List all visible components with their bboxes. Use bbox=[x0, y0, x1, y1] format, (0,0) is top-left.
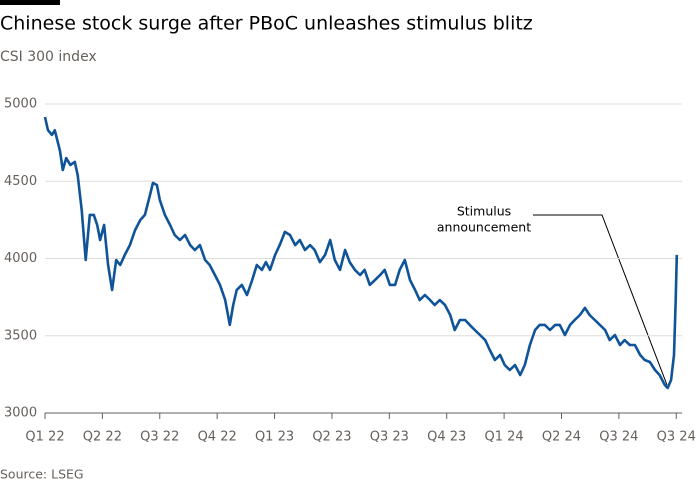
x-tick-label: Q3 24 bbox=[657, 430, 696, 445]
x-tick-label: Q1 23 bbox=[255, 430, 294, 445]
brand-bar bbox=[0, 0, 60, 5]
chart-subtitle: CSI 300 index bbox=[0, 49, 97, 65]
x-tick-label: Q3 24 bbox=[599, 430, 638, 445]
annotation: Stimulus bbox=[457, 204, 511, 219]
y-tick-label: 5000 bbox=[4, 97, 37, 112]
x-tick-label: Q3 22 bbox=[140, 430, 179, 445]
source: Source: LSEG bbox=[0, 467, 84, 482]
annotation-connector bbox=[533, 214, 668, 386]
x-tick-label: Q1 22 bbox=[25, 430, 64, 445]
x-tick-label: Q2 23 bbox=[312, 430, 351, 445]
x-tick-label: Q2 22 bbox=[83, 430, 122, 445]
y-tick-label: 3500 bbox=[4, 328, 37, 343]
x-tick-label: Q4 23 bbox=[427, 430, 466, 445]
data-line bbox=[43, 116, 679, 390]
x-tick-label: Q3 23 bbox=[370, 430, 409, 445]
x-tick-label: Q2 24 bbox=[542, 430, 581, 445]
x-tick-label: Q4 22 bbox=[198, 430, 237, 445]
x-tick-label: Q1 24 bbox=[485, 430, 524, 445]
y-tick-label: 3000 bbox=[4, 406, 37, 421]
chart-title: Chinese stock surge after PBoC unleashes… bbox=[0, 13, 533, 35]
y-tick-label: 4500 bbox=[4, 174, 37, 189]
annotation: announcement bbox=[437, 220, 531, 235]
y-tick-label: 4000 bbox=[4, 251, 37, 266]
